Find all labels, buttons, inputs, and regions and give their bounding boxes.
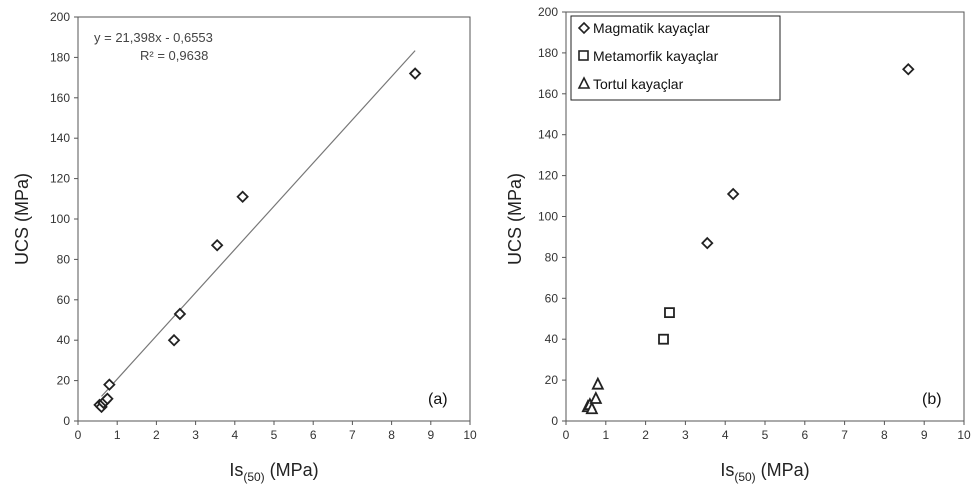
y-tick-label: 120 [538,169,558,183]
x-tick-label: 7 [349,428,356,442]
x-tick-label: 2 [642,428,649,442]
legend-marker-diamond [577,21,591,35]
legend-marker-square [578,50,589,61]
x-tick-label: 7 [841,428,848,442]
x-tick-label: 3 [682,428,689,442]
y-axis-label-a: UCS (MPa) [12,173,32,265]
x-tick-label: 6 [310,428,317,442]
panel-b: 0 20 40 60 80 100 120 140 160 180 200 0 1 2 3 4 5 6 7 8 9 10… [505,5,971,484]
panel-label-a: (a) [428,391,448,408]
x-tick-label: 9 [921,428,928,442]
legend-label-metamorfik: Metamorfik kayaçlar [593,48,719,64]
y-axis-label-b: UCS (MPa) [505,173,525,265]
x-tick-label: 2 [153,428,160,442]
x-tick-label: 8 [388,428,395,442]
x-axis-label-a: Is(50) (MPa) [229,460,318,484]
y-tick-label: 180 [50,50,70,64]
y-tick-label: 200 [50,10,70,24]
data-point-diamond [167,333,181,347]
data-point-triangle [585,401,599,415]
x-tick-label: 9 [427,428,434,442]
data-point-diamond [210,238,224,252]
data-point-square [658,333,669,345]
data-point-triangle [591,376,605,390]
data-point-diamond [726,187,740,201]
x-tick-label: 3 [192,428,199,442]
data-point-diamond [408,67,422,80]
y-tick-label: 40 [57,333,71,347]
data-point-diamond [902,62,915,76]
data-point-diamond [236,190,249,204]
y-tick-label: 160 [50,91,70,105]
y-tick-label: 40 [545,332,559,346]
y-tick-label: 100 [538,210,558,224]
y-tick-label: 140 [50,131,70,145]
r-squared-label: R² = 0,9638 [140,48,208,63]
y-tick-label: 200 [538,5,558,19]
y-tick-label: 0 [551,414,558,428]
x-tick-label: 4 [231,428,238,442]
legend-marker-triangle [577,76,591,89]
y-tick-label: 20 [57,374,71,388]
equation-label: y = 21,398x - 0,6553 [94,30,213,45]
data-point-square [664,307,675,319]
x-tick-label: 6 [801,428,808,442]
data-point-triangle [589,390,603,404]
y-tick-label: 100 [50,212,70,226]
y-tick-label: 60 [57,293,71,307]
x-tick-label: 1 [602,428,609,442]
x-tick-label: 5 [762,428,769,442]
x-axis-label-b: Is(50) (MPa) [720,460,809,484]
x-tick-label: 5 [271,428,278,442]
data-point-diamond [103,378,116,391]
y-tick-label: 140 [538,128,558,142]
x-tick-label: 0 [75,428,82,442]
data-point-diamond [701,236,714,250]
panel-label-b: (b) [922,391,942,408]
y-tick-label: 180 [538,46,558,60]
x-tick-label: 0 [563,428,570,442]
y-tick-label: 120 [50,172,70,186]
y-tick-label: 60 [545,291,559,305]
x-tick-label: 10 [463,428,477,442]
y-tick-label: 80 [545,250,559,264]
x-tick-label: 1 [114,428,121,442]
y-tick-label: 0 [63,414,70,428]
panel-a: 0 20 40 60 80 100 120 140 160 180 200 0 1 2 3 4 5 6 7 8 9 10… [12,10,477,484]
legend-box [570,15,781,101]
legend: Magmatik kayaçlar Metamorfik kayaçlar To… [570,15,781,101]
data-point-diamond [173,307,187,321]
x-tick-label: 8 [881,428,888,442]
y-tick-label: 160 [538,87,558,101]
legend-label-magmatik: Magmatik kayaçlar [593,20,710,36]
data-point-diamond [101,392,114,406]
x-tick-label: 4 [722,428,729,442]
trendline [101,50,416,397]
x-tick-label: 10 [957,428,971,442]
legend-label-tortul: Tortul kayaçlar [593,76,684,92]
y-tick-label: 20 [545,373,559,387]
y-tick-label: 80 [57,252,71,266]
plot-area-a [77,16,471,422]
